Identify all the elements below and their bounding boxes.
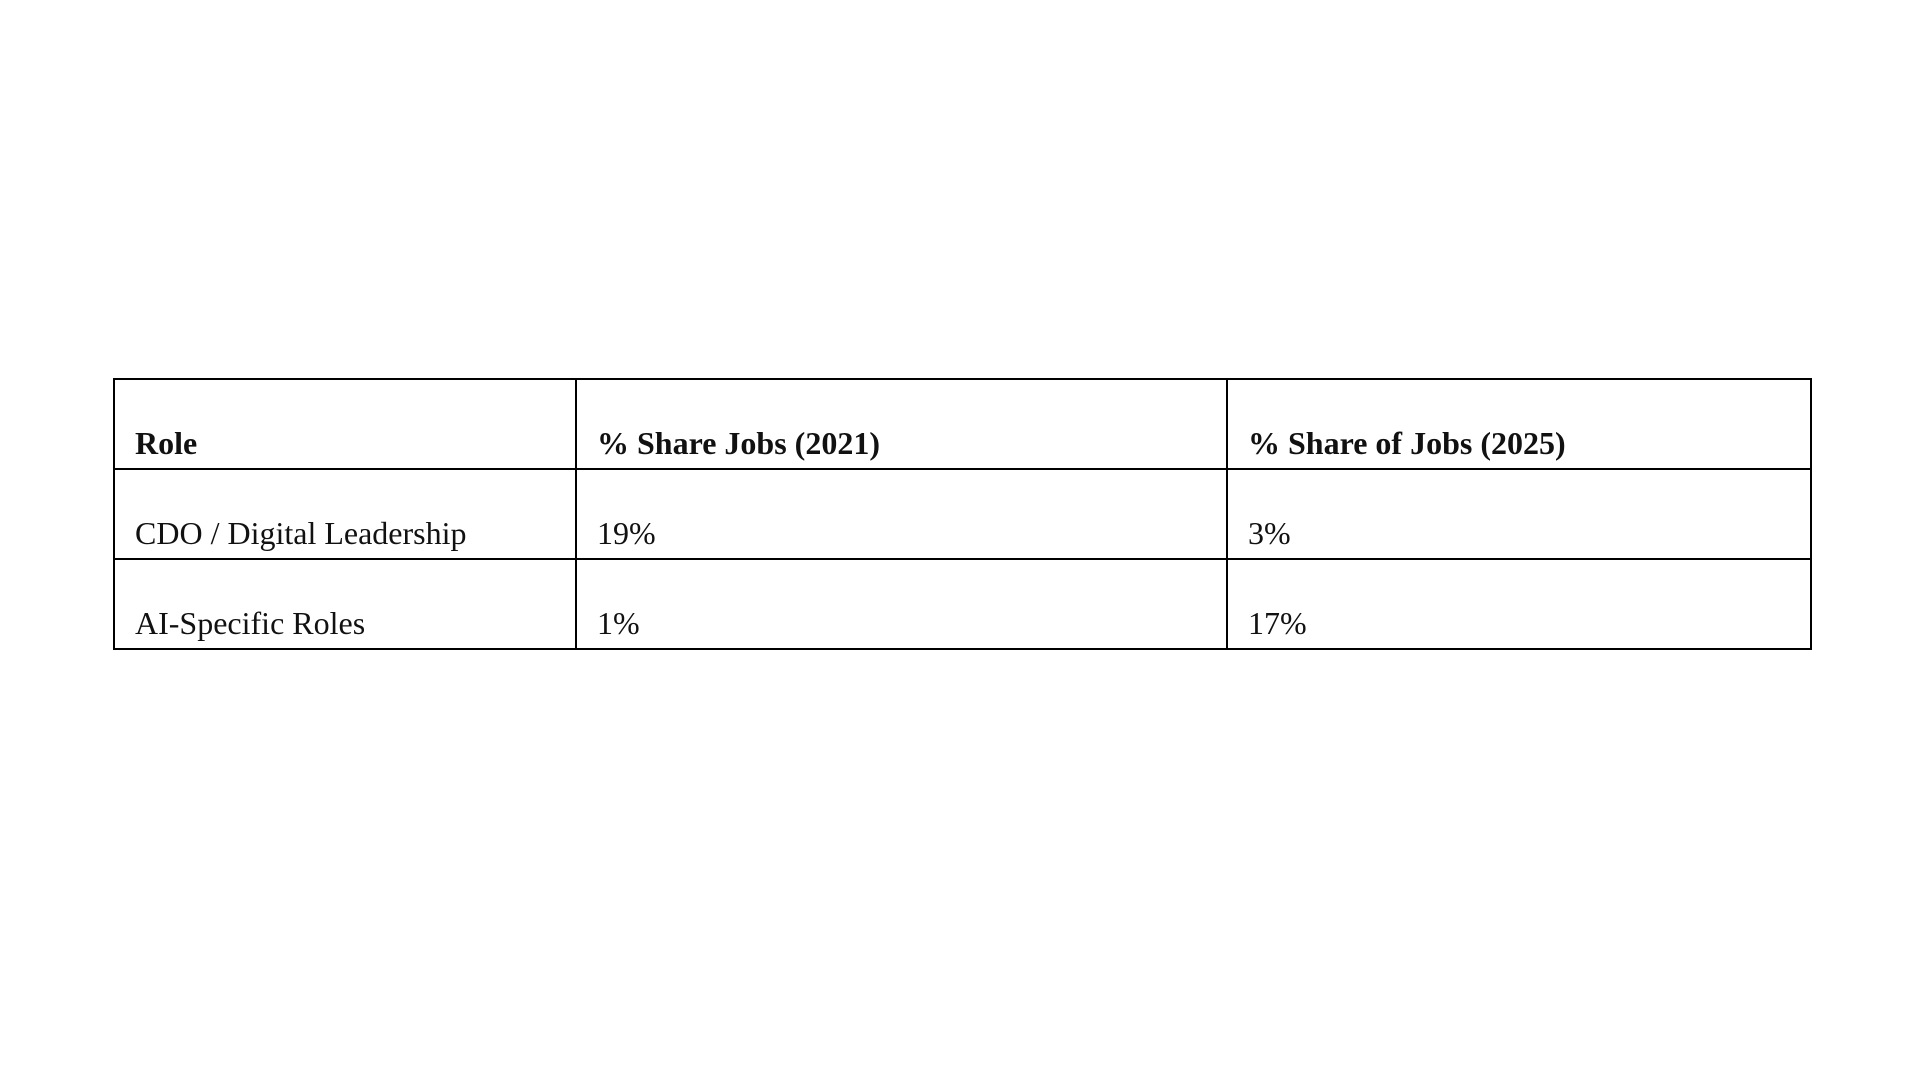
table-cell: AI-Specific Roles [113, 558, 577, 650]
table-cell: 3% [1226, 468, 1812, 560]
data-table: Role% Share Jobs (2021)% Share of Jobs (… [113, 378, 1812, 650]
table-row: CDO / Digital Leadership 19% 3% [113, 468, 1812, 560]
header-row: Role% Share Jobs (2021)% Share of Jobs (… [113, 378, 1812, 470]
table-cell: 17% [1226, 558, 1812, 650]
header-cell: % Share Jobs (2021) [575, 378, 1228, 470]
table-cell: 1% [575, 558, 1228, 650]
header-cell: % Share of Jobs (2025) [1226, 378, 1812, 470]
table-cell: 19% [575, 468, 1228, 560]
table-cell: CDO / Digital Leadership [113, 468, 577, 560]
header-cell: Role [113, 378, 577, 470]
table-body: CDO / Digital Leadership 19% 3% AI-Specific… [113, 468, 1812, 650]
table-header: Role% Share Jobs (2021)% Share of Jobs (… [113, 378, 1812, 470]
table-row: AI-Specific Roles 1% 17% [113, 558, 1812, 650]
